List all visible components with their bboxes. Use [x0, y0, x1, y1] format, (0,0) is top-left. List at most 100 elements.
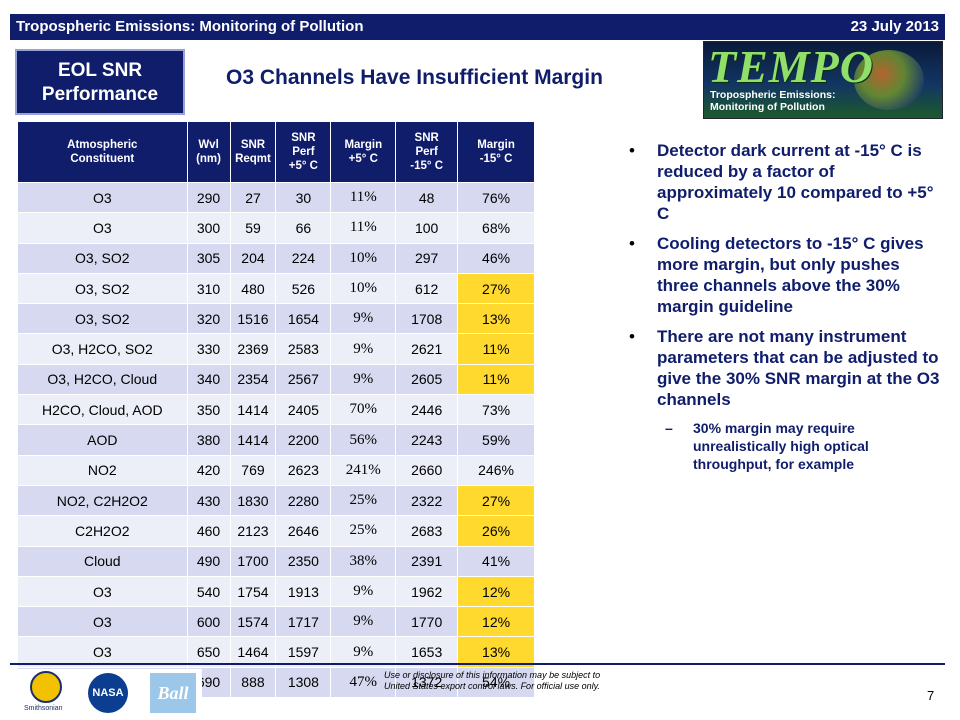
table-cell: 70% — [330, 394, 397, 426]
table-cell: 100 — [395, 212, 459, 244]
table-body: O3 290 27 30 11% 48 76% O3 300 59 66 11% 100 68% O3, S… — [17, 181, 535, 699]
table-cell: 68% — [457, 212, 535, 244]
table-cell: 1654 — [275, 303, 332, 335]
table-cell: 305 — [186, 242, 231, 274]
table-cell: 2405 — [275, 394, 332, 426]
table-cell: 2391 — [395, 545, 459, 577]
table-cell: 30 — [275, 181, 332, 214]
sub-bullet-text: 30% margin may require unrealistically h… — [693, 420, 869, 472]
badge-line2: Performance — [41, 84, 159, 105]
table-cell: 246% — [457, 454, 535, 486]
table-cell: 2605 — [395, 363, 459, 396]
table-row: Cloud 490 1700 2350 38% 2391 41% — [17, 545, 535, 577]
column-header: Atmospheric Constituent — [17, 121, 188, 183]
bullet-item: • Cooling detectors to -15° C gives more … — [629, 234, 924, 316]
table-cell: 2623 — [275, 454, 332, 486]
table-cell: O3 — [17, 181, 188, 214]
table-cell: 9% — [330, 363, 397, 396]
table-cell: 297 — [395, 242, 459, 274]
table-cell: 600 — [186, 606, 231, 638]
table-cell: H2CO, Cloud, AOD — [17, 394, 188, 426]
table-cell: O3 — [17, 575, 188, 608]
table-cell: 54% — [457, 666, 535, 699]
table-cell: 241% — [330, 454, 397, 486]
table-cell: O3, SO2 — [17, 242, 188, 274]
table-cell: 224 — [275, 242, 332, 274]
column-header-line: Perf — [415, 146, 438, 158]
table-cell: 1770 — [395, 606, 459, 638]
table-cell: 27% — [457, 272, 535, 305]
table-cell: 340 — [186, 363, 231, 396]
table-row: O3 540 1754 1913 9% 1962 12% — [17, 575, 535, 608]
table-cell: 48 — [395, 181, 459, 214]
column-header-line: (nm) — [196, 153, 221, 165]
table-cell: 769 — [229, 454, 277, 486]
sub-bullet-item: –30% margin may require unrealistically … — [665, 420, 869, 472]
nasa-logo: NASA — [88, 673, 128, 713]
header-title: Tropospheric Emissions: Monitoring of Po… — [16, 18, 364, 35]
table-cell: 330 — [186, 333, 231, 365]
table-cell: 690 — [186, 666, 231, 699]
table-row: NO2, C2H2O2 430 1830 2280 25% 2322 27% — [17, 484, 535, 517]
table-cell: Cloud — [17, 545, 188, 577]
table-cell: 11% — [457, 363, 535, 396]
table-cell: AOD — [17, 424, 188, 456]
table-cell: O3, H2CO, SO2 — [17, 333, 188, 365]
table-cell: 9% — [330, 333, 397, 365]
bullet-text: There are not many instrument parameters… — [657, 327, 940, 409]
snr-margin-table: Atmospheric Constituent Wvl (nm) SNR Reqmt SNR… — [17, 121, 535, 699]
table-cell: 1913 — [275, 575, 332, 608]
table-cell: 59% — [457, 424, 535, 456]
table-cell: 2567 — [275, 363, 332, 396]
table-cell: 2200 — [275, 424, 332, 456]
table-cell: 2354 — [229, 363, 277, 396]
table-cell: 47% — [330, 666, 397, 699]
table-cell: 25% — [330, 515, 397, 547]
table-cell: 460 — [186, 515, 231, 547]
table-row: C2H2O2 460 2123 2646 25% 2683 26% — [17, 515, 535, 547]
table-cell: 2446 — [395, 394, 459, 426]
table-cell: 540 — [186, 575, 231, 608]
table-row: AOD 380 1414 2200 56% 2243 59% — [17, 424, 535, 456]
table-cell: O3, SO2 — [17, 272, 188, 305]
smithsonian-label: Smithsonian — [24, 705, 63, 712]
table-cell: 2280 — [275, 484, 332, 517]
table-row: O3, SO2 310 480 526 10% 612 27% — [17, 272, 535, 305]
tempo-logo-word: TEMPO — [708, 41, 874, 92]
table-cell: 12% — [457, 606, 535, 638]
column-header-line: Perf — [292, 146, 315, 158]
table-cell: 41% — [457, 545, 535, 577]
table-cell: 1700 — [229, 545, 277, 577]
table-cell: 56% — [330, 424, 397, 456]
table-cell: 2660 — [395, 454, 459, 486]
column-header-line: Constituent — [70, 153, 135, 165]
table-cell: 11% — [330, 181, 397, 214]
table-cell: 1962 — [395, 575, 459, 608]
bullet-list: • Detector dark current at -15° C is redu… — [625, 140, 945, 473]
column-header-line: Atmospheric — [67, 139, 138, 151]
badge-line1: EOL SNR — [57, 60, 143, 81]
table-cell: 612 — [395, 272, 459, 305]
table-cell: O3 — [17, 606, 188, 638]
column-header-line: SNR — [240, 139, 266, 151]
column-header: Margin -15° C — [457, 121, 535, 183]
table-cell: 13% — [457, 303, 535, 335]
table-cell: 290 — [186, 181, 231, 214]
bullet-text: Cooling detectors to -15° C gives more m… — [657, 234, 924, 316]
table-cell: 46% — [457, 242, 535, 274]
table-header-row: Atmospheric Constituent Wvl (nm) SNR Reqmt SNR… — [17, 121, 535, 183]
smithsonian-sun-icon — [30, 671, 62, 703]
table-cell: 350 — [186, 394, 231, 426]
table-cell: 73% — [457, 394, 535, 426]
table-cell: 9% — [330, 636, 397, 668]
column-header: SNR Perf -15° C — [395, 121, 459, 183]
column-header: Wvl (nm) — [186, 121, 231, 183]
tempo-logo: TEMPO Tropospheric Emissions: Monitoring… — [703, 41, 943, 119]
section-badge: EOL SNR Performance — [15, 49, 185, 115]
table-cell: 2322 — [395, 484, 459, 517]
table-cell: C2H2O2 — [17, 515, 188, 547]
partner-logos: Smithsonian NASA Ball — [10, 669, 202, 717]
column-header-line: Margin — [344, 139, 383, 151]
table-cell: 888 — [229, 666, 277, 699]
table-cell: 1308 — [275, 666, 332, 699]
